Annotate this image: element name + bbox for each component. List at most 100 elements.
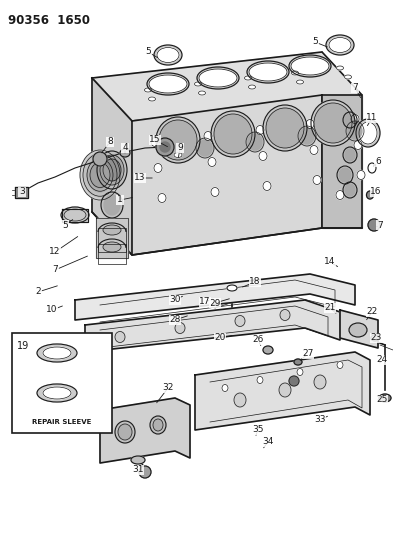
Ellipse shape bbox=[263, 182, 271, 190]
Ellipse shape bbox=[61, 207, 89, 223]
Ellipse shape bbox=[292, 71, 299, 75]
Ellipse shape bbox=[103, 242, 121, 252]
Circle shape bbox=[93, 152, 107, 166]
Polygon shape bbox=[132, 95, 322, 255]
Ellipse shape bbox=[101, 192, 123, 218]
Polygon shape bbox=[322, 95, 362, 228]
Ellipse shape bbox=[348, 123, 362, 139]
Text: 13: 13 bbox=[134, 174, 146, 182]
Ellipse shape bbox=[100, 155, 124, 185]
Ellipse shape bbox=[249, 63, 287, 81]
Ellipse shape bbox=[87, 158, 113, 192]
Text: 27: 27 bbox=[302, 350, 314, 359]
Ellipse shape bbox=[104, 195, 120, 215]
Ellipse shape bbox=[296, 80, 303, 84]
Ellipse shape bbox=[356, 119, 380, 147]
Ellipse shape bbox=[120, 149, 130, 157]
Ellipse shape bbox=[336, 66, 343, 70]
Ellipse shape bbox=[153, 419, 163, 431]
Ellipse shape bbox=[247, 61, 289, 83]
Bar bbox=[12, 333, 112, 433]
Text: 6: 6 bbox=[375, 157, 381, 166]
Ellipse shape bbox=[158, 193, 166, 203]
Ellipse shape bbox=[244, 76, 252, 80]
Ellipse shape bbox=[198, 91, 206, 95]
Ellipse shape bbox=[263, 346, 273, 354]
Ellipse shape bbox=[248, 85, 255, 89]
Ellipse shape bbox=[329, 37, 351, 52]
Text: 35: 35 bbox=[252, 425, 264, 434]
Circle shape bbox=[139, 466, 151, 478]
Ellipse shape bbox=[306, 119, 314, 128]
Ellipse shape bbox=[115, 332, 125, 343]
Ellipse shape bbox=[115, 421, 135, 443]
Ellipse shape bbox=[204, 132, 212, 141]
Ellipse shape bbox=[336, 190, 344, 199]
Bar bbox=[98, 244, 126, 264]
Text: 16: 16 bbox=[370, 188, 382, 197]
Polygon shape bbox=[340, 310, 378, 348]
Ellipse shape bbox=[314, 103, 352, 143]
Text: 90356  1650: 90356 1650 bbox=[8, 14, 90, 27]
Ellipse shape bbox=[326, 35, 354, 55]
Ellipse shape bbox=[343, 147, 357, 163]
Ellipse shape bbox=[150, 416, 166, 434]
Ellipse shape bbox=[257, 376, 263, 384]
Text: 17: 17 bbox=[199, 297, 211, 306]
Ellipse shape bbox=[199, 69, 237, 87]
Ellipse shape bbox=[43, 387, 71, 399]
Text: 28: 28 bbox=[169, 316, 181, 325]
Ellipse shape bbox=[159, 120, 197, 160]
Ellipse shape bbox=[196, 138, 214, 158]
Ellipse shape bbox=[235, 316, 245, 327]
Ellipse shape bbox=[359, 122, 377, 144]
Ellipse shape bbox=[37, 344, 77, 362]
Polygon shape bbox=[85, 300, 340, 352]
Ellipse shape bbox=[357, 171, 365, 180]
Text: 7: 7 bbox=[352, 84, 358, 93]
Ellipse shape bbox=[147, 73, 189, 95]
Ellipse shape bbox=[343, 112, 357, 128]
Text: 30: 30 bbox=[169, 295, 181, 304]
Text: 5: 5 bbox=[145, 47, 151, 56]
Text: 22: 22 bbox=[366, 308, 378, 317]
Ellipse shape bbox=[248, 134, 262, 150]
Text: 4: 4 bbox=[122, 143, 128, 152]
Ellipse shape bbox=[339, 168, 351, 182]
Ellipse shape bbox=[368, 163, 376, 173]
Ellipse shape bbox=[197, 67, 239, 89]
Polygon shape bbox=[96, 218, 128, 258]
Ellipse shape bbox=[198, 140, 212, 156]
Text: 26: 26 bbox=[252, 335, 264, 344]
Polygon shape bbox=[195, 352, 370, 430]
Text: 29: 29 bbox=[209, 298, 221, 308]
Circle shape bbox=[368, 219, 380, 231]
Polygon shape bbox=[15, 187, 28, 198]
Ellipse shape bbox=[343, 182, 357, 198]
Ellipse shape bbox=[195, 82, 202, 86]
Ellipse shape bbox=[154, 45, 182, 65]
Bar bbox=[98, 228, 126, 252]
Ellipse shape bbox=[346, 121, 364, 141]
Ellipse shape bbox=[311, 100, 355, 146]
Ellipse shape bbox=[371, 335, 379, 341]
Ellipse shape bbox=[256, 125, 264, 134]
Ellipse shape bbox=[234, 393, 246, 407]
Ellipse shape bbox=[345, 149, 355, 161]
Ellipse shape bbox=[175, 322, 185, 334]
Text: 31: 31 bbox=[132, 465, 144, 474]
Text: 32: 32 bbox=[162, 384, 174, 392]
Text: 24: 24 bbox=[376, 356, 387, 365]
Circle shape bbox=[156, 138, 174, 156]
Text: 3: 3 bbox=[19, 188, 25, 197]
Ellipse shape bbox=[80, 150, 120, 200]
Text: 5: 5 bbox=[312, 37, 318, 46]
Circle shape bbox=[289, 376, 299, 386]
Text: REPAIR SLEEVE: REPAIR SLEEVE bbox=[32, 419, 92, 425]
Ellipse shape bbox=[149, 75, 187, 93]
Ellipse shape bbox=[151, 138, 159, 147]
Ellipse shape bbox=[157, 47, 179, 62]
Ellipse shape bbox=[90, 162, 110, 188]
Text: 19: 19 bbox=[17, 341, 29, 351]
Polygon shape bbox=[75, 274, 355, 320]
